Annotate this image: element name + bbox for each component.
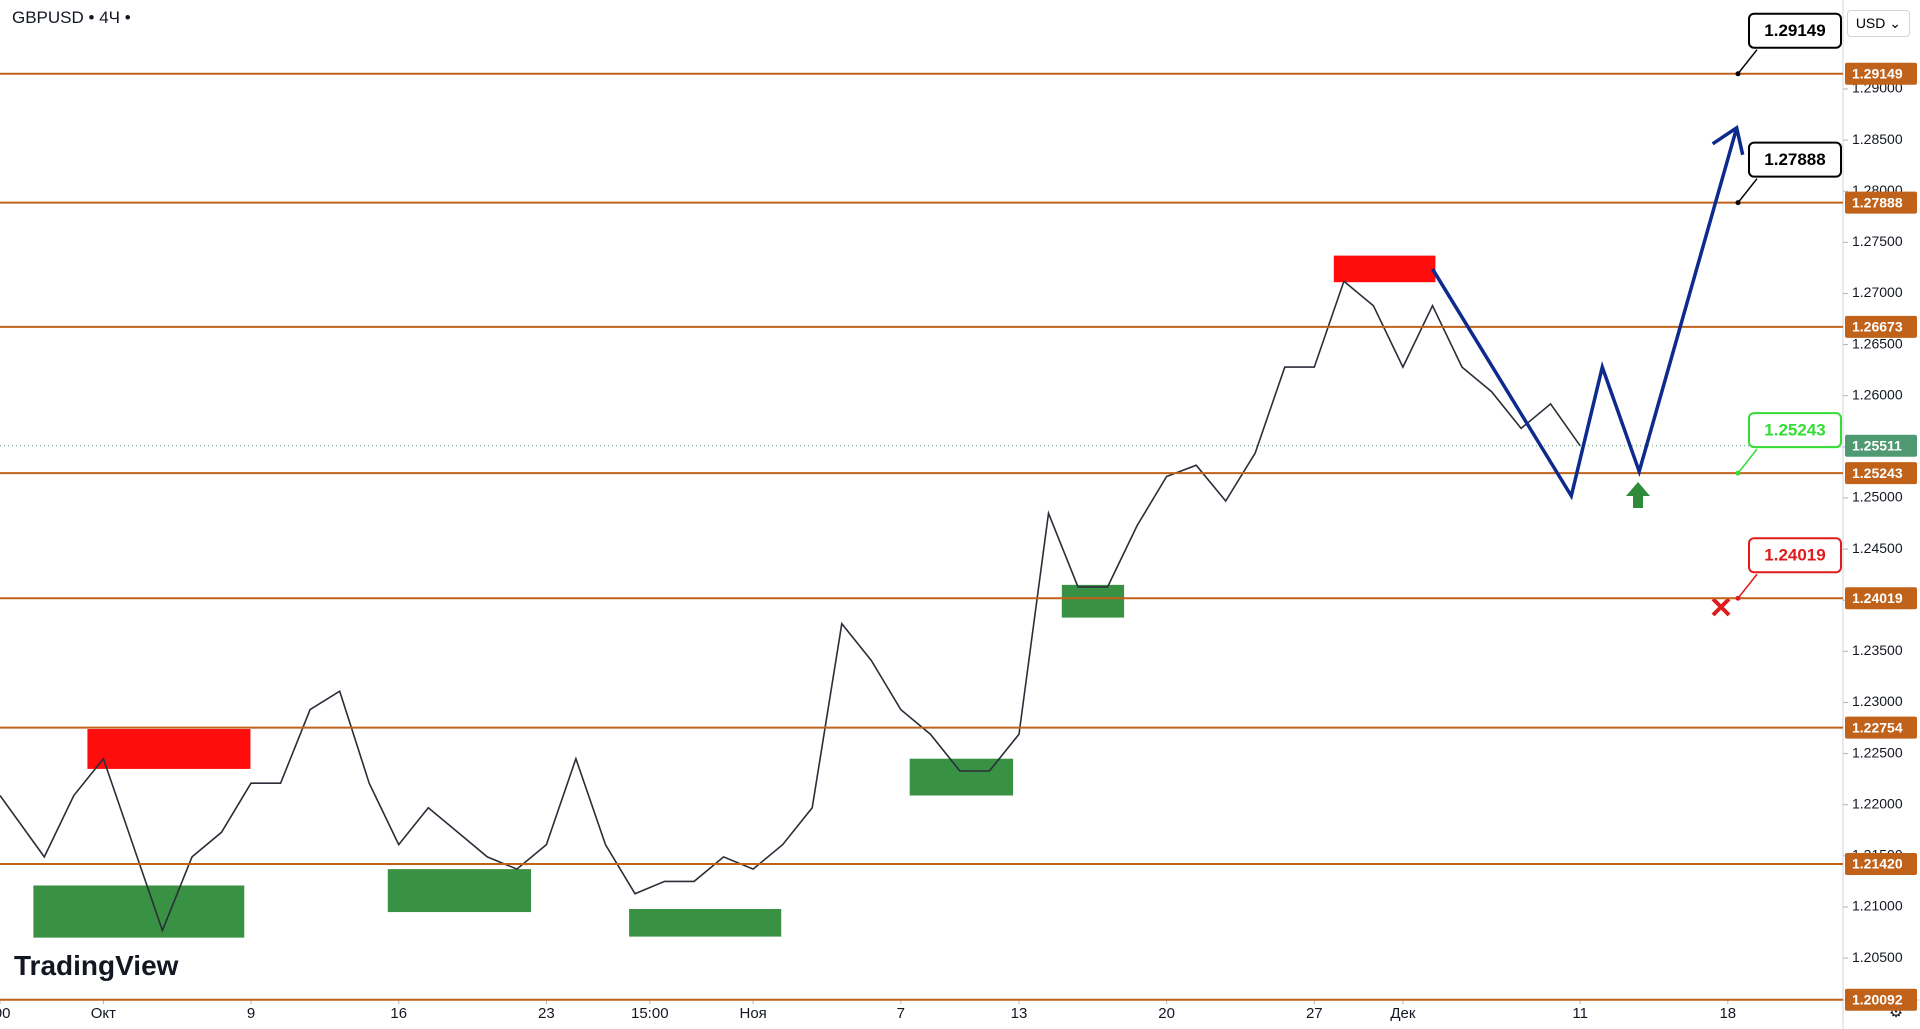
currency: USD: [1855, 15, 1886, 31]
callout-label: 1.25243: [1764, 421, 1825, 440]
callout-point: [1735, 71, 1741, 77]
zone: [1061, 584, 1125, 618]
x-tick-label: Окт: [91, 1005, 116, 1022]
level-axis-label: 1.24019: [1852, 590, 1903, 606]
y-tick-label: 1.27000: [1852, 284, 1903, 300]
callout-point: [1735, 595, 1741, 601]
zone: [909, 758, 1014, 796]
zone: [87, 729, 251, 769]
y-tick-label: 1.23500: [1852, 642, 1903, 658]
level-axis-box: [1845, 853, 1917, 876]
logo: TradingView: [14, 950, 178, 982]
callout-leader: [1737, 573, 1758, 599]
interval[interactable]: 4Ч: [99, 8, 120, 27]
y-tick-label: 1.25000: [1852, 489, 1903, 505]
up-arrow: [1626, 482, 1650, 508]
zone: [387, 869, 532, 913]
x-tick-label: 15:00: [631, 1005, 669, 1022]
stop-cross: [1711, 597, 1731, 617]
y-tick-label: 1.21000: [1852, 898, 1903, 914]
callout-box: [1748, 412, 1842, 449]
zone: [629, 908, 782, 937]
level-axis-label: 1.29149: [1852, 65, 1903, 81]
last-price-label: 1.25511: [1852, 437, 1902, 453]
y-tick-label: 1.22000: [1852, 795, 1903, 811]
last-price-box: [1845, 434, 1917, 457]
x-tick-label: 23: [538, 1005, 555, 1022]
callout-label: 1.29149: [1764, 21, 1825, 40]
level-axis-box: [1845, 587, 1917, 610]
level-axis-box: [1845, 988, 1917, 1011]
y-tick-label: 1.20500: [1852, 949, 1903, 965]
symbol-header: GBPUSD • 4Ч •: [12, 8, 131, 27]
projection-path: [1431, 127, 1739, 501]
callout-point: [1735, 200, 1741, 206]
level-axis-label: 1.25243: [1852, 465, 1903, 481]
callout-leader: [1737, 49, 1758, 75]
x-tick-label: 20: [1158, 1005, 1175, 1022]
y-tick-label: 1.22500: [1852, 744, 1903, 760]
level-axis-label: 1.26673: [1852, 319, 1903, 335]
callout-leader: [1737, 448, 1758, 474]
y-tick-label: 1.23000: [1852, 693, 1903, 709]
callout-box: [1748, 12, 1842, 49]
x-tick-label: 7: [897, 1005, 905, 1022]
y-tick-label: 1.24500: [1852, 540, 1903, 556]
level-axis-box: [1845, 315, 1917, 338]
level-axis-box: [1845, 462, 1917, 485]
level-axis-box: [1845, 191, 1917, 214]
callout-point: [1735, 470, 1741, 476]
logo-text: TradingView: [14, 950, 179, 981]
callout-box: [1748, 141, 1842, 178]
currency-select[interactable]: USD ⌄: [1846, 10, 1910, 37]
projection-arrowhead: [1711, 124, 1745, 156]
level-axis-label: 1.22754: [1852, 719, 1903, 735]
x-tick-label: 9: [247, 1005, 255, 1022]
zone: [33, 885, 245, 938]
y-tick-label: 1.26000: [1852, 386, 1903, 402]
x-tick-label: Дек: [1390, 1005, 1416, 1022]
level-axis-box: [1845, 716, 1917, 739]
callout-label: 1.24019: [1764, 546, 1825, 565]
price-line: [0, 279, 1581, 933]
x-tick-label: 11: [1572, 1005, 1588, 1022]
symbol[interactable]: GBPUSD: [12, 8, 84, 27]
level-axis-label: 1.21420: [1852, 856, 1903, 872]
y-tick-label: 1.27500: [1852, 233, 1903, 249]
zone: [1333, 255, 1436, 283]
x-tick-label: :00: [0, 1005, 10, 1022]
callout-leader: [1737, 178, 1758, 204]
x-tick-label: 18: [1719, 1005, 1736, 1022]
level-axis-label: 1.20092: [1852, 991, 1903, 1007]
level-axis-label: 1.27888: [1852, 194, 1903, 210]
x-tick-label: 27: [1306, 1005, 1323, 1022]
callout-box: [1748, 537, 1842, 574]
level-axis-box: [1845, 62, 1917, 85]
x-tick-label: 13: [1011, 1005, 1028, 1022]
x-tick-label: 16: [390, 1005, 407, 1022]
callout-label: 1.27888: [1764, 150, 1825, 169]
x-tick-label: Ноя: [739, 1005, 766, 1022]
y-tick-label: 1.26500: [1852, 335, 1903, 351]
y-tick-label: 1.28500: [1852, 131, 1903, 147]
